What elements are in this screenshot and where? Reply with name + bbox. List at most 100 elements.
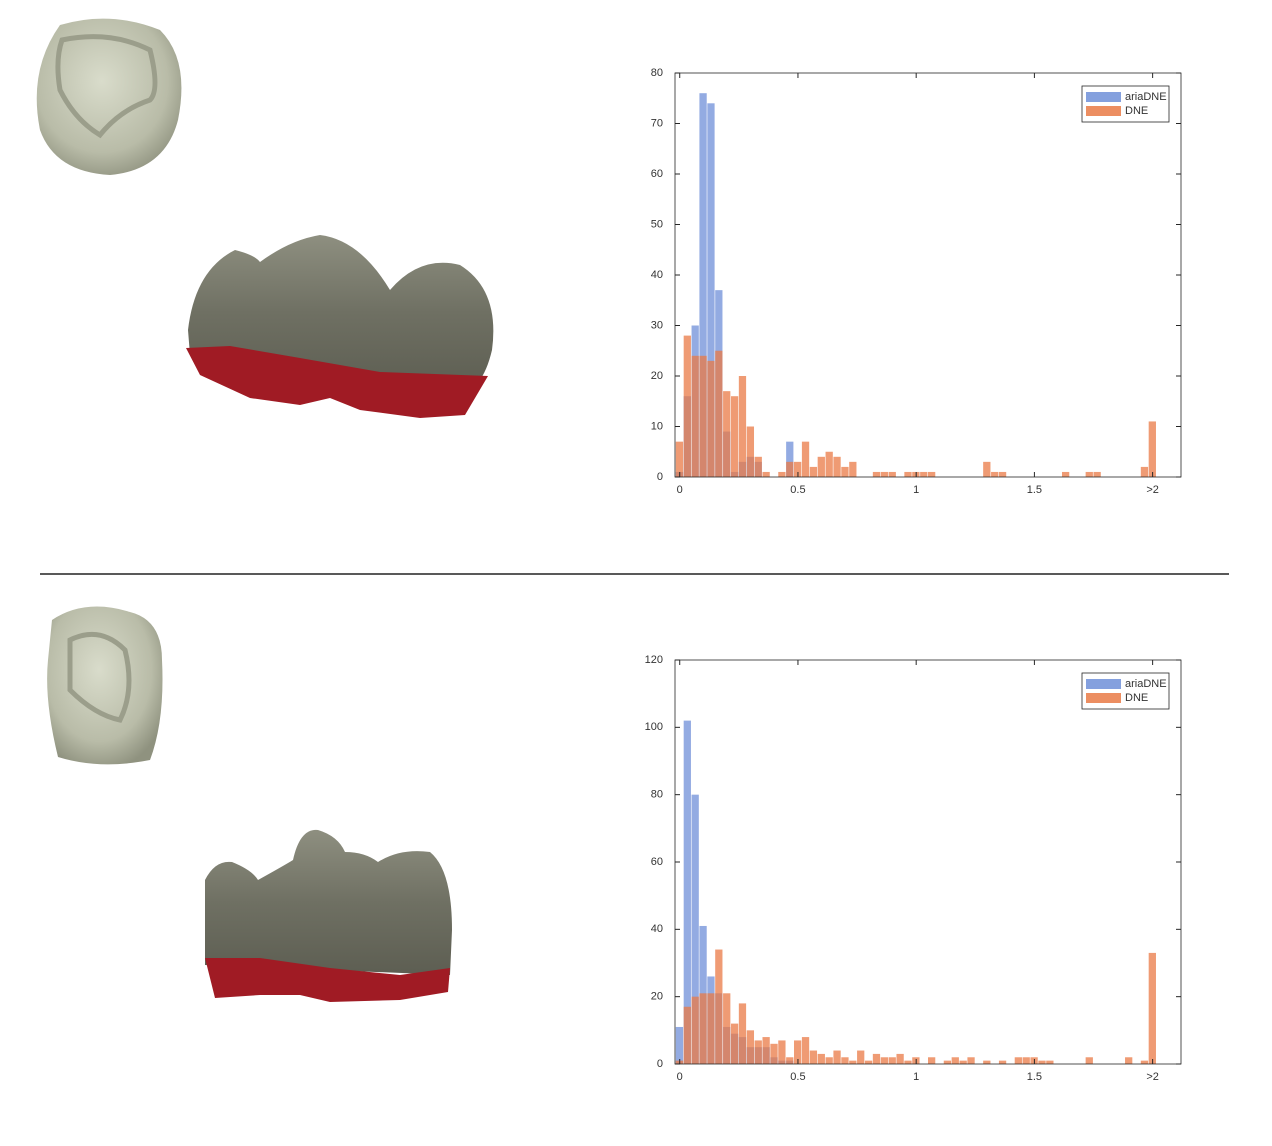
bar [691, 996, 699, 1064]
bar [675, 441, 684, 477]
y-tick-label: 60 [651, 168, 663, 180]
bar [809, 1050, 818, 1064]
x-tick-label: 1.5 [1027, 484, 1042, 496]
bar [707, 360, 715, 477]
bar [683, 720, 691, 1064]
bar [1085, 471, 1093, 477]
bar [888, 1057, 896, 1064]
bar [801, 1037, 810, 1064]
y-tick-label: 0 [657, 1058, 663, 1070]
bar [762, 471, 770, 477]
x-tick-label: 1 [913, 1071, 919, 1083]
legend-label: DNE [1125, 105, 1148, 117]
bar [723, 391, 731, 477]
tooth-occlusal [36, 18, 182, 176]
bar [746, 1030, 755, 1064]
bar [833, 1050, 841, 1064]
y-tick-label: 30 [651, 319, 663, 331]
bar [864, 1060, 873, 1064]
bar [1085, 1057, 1093, 1064]
x-tick-label: >2 [1146, 484, 1159, 496]
bar [928, 1057, 936, 1064]
bar [951, 1057, 959, 1064]
x-tick-label: 1 [913, 484, 919, 496]
bar [699, 993, 707, 1064]
bar [1125, 1057, 1133, 1064]
x-tick-label: 0.5 [790, 484, 805, 496]
bar [762, 1037, 770, 1064]
y-tick-label: 0 [657, 471, 663, 483]
bar [723, 993, 731, 1064]
y-tick-label: 20 [651, 370, 663, 382]
bar [1014, 1057, 1022, 1064]
bar [754, 456, 762, 477]
bar [1140, 466, 1149, 477]
bar [715, 949, 723, 1064]
y-tick-label: 70 [651, 117, 663, 129]
y-tick-label: 120 [645, 654, 663, 666]
plot-area [675, 660, 1181, 1064]
x-tick-label: 0 [677, 1071, 683, 1083]
bar [928, 471, 936, 477]
bar [904, 471, 912, 477]
bar [959, 1060, 967, 1064]
x-tick-label: 0.5 [790, 1071, 805, 1083]
bar [683, 1006, 691, 1064]
y-tick-label: 10 [651, 420, 663, 432]
legend-label: ariaDNE [1125, 678, 1167, 690]
y-tick-label: 40 [651, 923, 663, 935]
y-tick-label: 100 [645, 721, 663, 733]
bar [738, 1003, 747, 1064]
y-tick-label: 80 [651, 789, 663, 801]
bar [786, 441, 794, 477]
tooth-side [205, 829, 452, 1002]
tooth-occlusal [47, 606, 163, 765]
bar [880, 1057, 888, 1064]
bar [691, 794, 699, 1064]
bar [675, 1026, 684, 1064]
legend-label: ariaDNE [1125, 91, 1167, 103]
bar [817, 1053, 825, 1064]
bar [1061, 471, 1070, 477]
bar [738, 376, 747, 477]
bar [770, 1043, 778, 1064]
bar [825, 1057, 833, 1064]
bar [794, 1040, 802, 1064]
bar [691, 355, 699, 477]
legend-swatch [1086, 679, 1121, 689]
bar [857, 1050, 865, 1064]
bar [943, 1060, 952, 1064]
y-tick-label: 20 [651, 991, 663, 1003]
bar [707, 103, 715, 478]
y-tick-label: 50 [651, 218, 663, 230]
bar [809, 466, 818, 477]
bar [786, 1057, 794, 1064]
bar [991, 471, 999, 477]
bar [754, 1040, 762, 1064]
legend-swatch [1086, 106, 1121, 116]
bar [833, 456, 841, 477]
bar [825, 451, 833, 477]
bar [746, 426, 755, 477]
bar [880, 471, 888, 477]
y-tick-label: 60 [651, 856, 663, 868]
bar [920, 471, 928, 477]
legend-swatch [1086, 92, 1121, 102]
bar [707, 993, 715, 1064]
bar [1022, 1057, 1030, 1064]
bar [1046, 1060, 1054, 1064]
y-tick-label: 80 [651, 67, 663, 79]
bar [849, 461, 857, 477]
y-tick-label: 40 [651, 269, 663, 281]
x-tick-label: 0 [677, 484, 683, 496]
bar [841, 1057, 849, 1064]
bar [699, 93, 707, 477]
bar [699, 355, 707, 477]
bar [1148, 952, 1156, 1064]
bar [849, 1060, 857, 1064]
bar [896, 1053, 904, 1064]
legend-swatch [1086, 693, 1121, 703]
bar [715, 350, 723, 477]
